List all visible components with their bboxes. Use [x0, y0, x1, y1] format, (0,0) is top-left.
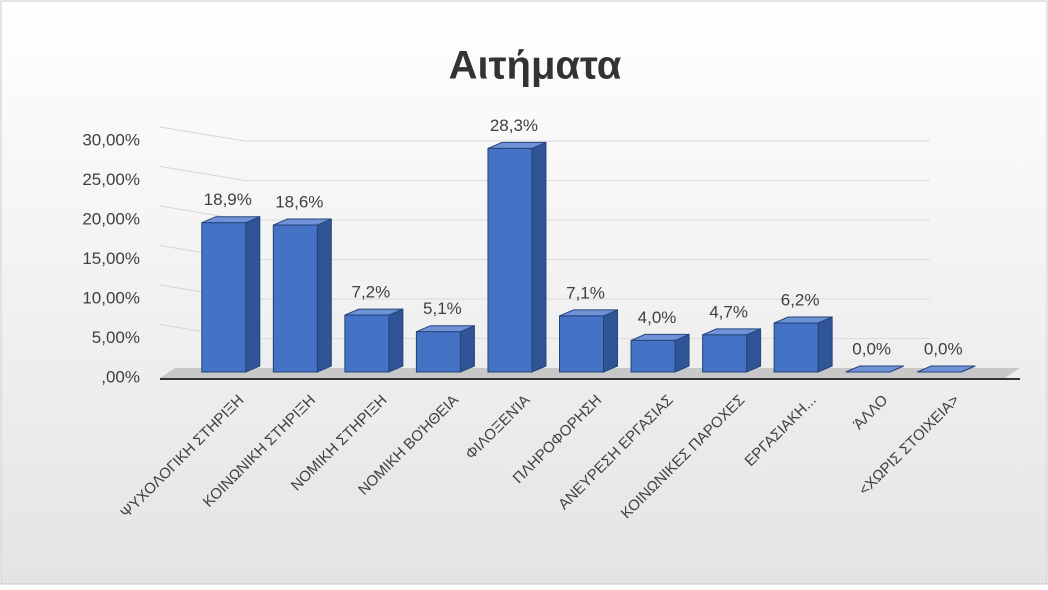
bar-face — [773, 322, 819, 373]
y-tick-label: 20,00% — [82, 209, 140, 228]
y-tick-label: 10,00% — [82, 288, 140, 307]
bar-face — [845, 365, 904, 373]
data-label: 7,1% — [566, 283, 605, 302]
grid-line — [159, 126, 246, 142]
bar — [487, 141, 547, 373]
chart-title: Αιτήματα — [449, 44, 622, 88]
bar-face — [531, 141, 547, 373]
bar — [344, 308, 404, 373]
bar-face — [603, 309, 618, 373]
bar-face — [459, 324, 475, 373]
bar-face — [344, 314, 390, 373]
data-label: 0,0% — [924, 339, 963, 358]
bar-face — [702, 334, 748, 373]
bar-face — [630, 339, 676, 373]
data-label: 0,0% — [852, 339, 891, 358]
bar — [917, 365, 976, 373]
data-label: 6,2% — [781, 291, 820, 310]
data-label: 18,9% — [204, 190, 252, 209]
bar — [845, 365, 904, 373]
data-label: 18,6% — [275, 193, 323, 212]
bar-face — [272, 224, 318, 373]
bar — [272, 218, 332, 373]
bar — [559, 309, 618, 373]
grid-line — [159, 166, 246, 181]
bar — [702, 328, 762, 373]
bar — [773, 316, 833, 373]
bar — [415, 324, 475, 373]
bar-face — [415, 331, 461, 373]
y-tick-label: 30,00% — [82, 130, 140, 149]
bar-face — [917, 365, 976, 373]
bar — [201, 215, 261, 373]
bar-face — [388, 308, 404, 373]
bar-face — [559, 315, 604, 373]
bar-face — [487, 147, 533, 373]
bar — [630, 333, 690, 373]
bar-face — [746, 328, 762, 373]
data-label: 4,0% — [638, 308, 677, 327]
data-label: 28,3% — [490, 116, 538, 135]
bar-face — [245, 215, 261, 373]
y-tick-label: ,00% — [101, 367, 140, 386]
data-label: 7,2% — [351, 283, 390, 302]
data-label: 5,1% — [423, 299, 462, 318]
y-tick-label: 25,00% — [82, 170, 140, 189]
bar-face — [316, 218, 332, 373]
bar-face — [817, 316, 833, 373]
y-tick-label: 5,00% — [92, 328, 140, 347]
bar-face — [201, 222, 247, 373]
data-label: 4,7% — [709, 302, 748, 321]
y-tick-label: 15,00% — [82, 249, 140, 268]
